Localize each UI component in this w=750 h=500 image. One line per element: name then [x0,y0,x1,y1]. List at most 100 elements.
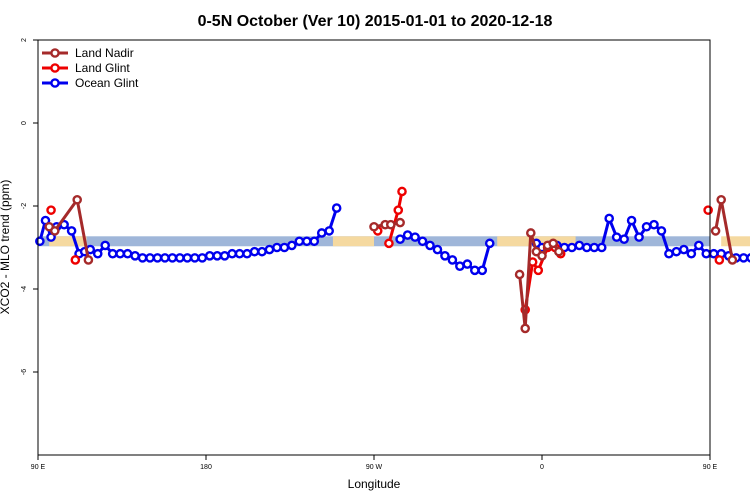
data-point [537,250,547,261]
data-point [175,253,185,263]
data-point [574,240,585,251]
data-point [582,242,592,253]
data-point [634,232,644,242]
data-point [554,246,564,257]
data-point [137,253,148,263]
data-point [115,248,125,259]
data-point [738,253,749,263]
data-point [219,250,230,261]
data-point [619,234,629,244]
data-point [548,238,559,249]
data-point [455,261,465,271]
data-point [257,246,267,257]
data-point [462,259,473,269]
data-point [626,215,637,226]
data-point [182,253,193,263]
data-point [679,244,689,255]
data-point [100,240,110,251]
data-point [324,226,335,236]
data-point [703,205,713,215]
legend-label: Ocean Glint [75,76,139,90]
data-point [395,217,405,228]
legend-marker [50,63,60,73]
data-point [477,265,488,276]
series-land-nadir [44,194,738,334]
data-point [66,226,77,236]
data-point [272,242,282,253]
y-tick-label: 2 [21,38,28,42]
data-point [604,213,615,224]
data-point [526,228,536,238]
data-point [714,255,725,265]
data-point [746,253,750,263]
data-point [287,240,297,251]
chart-title: 0-5N October (Ver 10) 2015-01-01 to 2020… [198,13,553,30]
data-point [92,248,103,259]
x-tick-label: 0 [540,464,544,471]
x-tick-label: 180 [200,464,212,471]
y-tick-label: -6 [21,369,28,375]
y-axis-label: XCO2 - MLO trend (ppm) [0,180,12,315]
data-point [145,253,155,263]
x-tick-label: 90 W [366,464,383,471]
y-tick-label: 0 [21,121,28,125]
data-point [264,244,275,255]
legend-marker [50,78,60,88]
data-point [393,205,404,215]
data-point [469,265,480,276]
data-point [397,186,407,197]
data-point [402,230,413,240]
data-point [369,221,379,232]
y-tick-label: -4 [21,286,28,292]
data-point [204,250,215,261]
data-point [294,236,305,247]
reference-band-land [721,236,750,247]
data-point [484,238,495,249]
data-point [649,219,659,230]
data-point [309,236,320,247]
data-point [671,246,682,257]
data-point [242,248,252,259]
x-tick-label: 90 E [703,464,718,471]
data-point [611,232,622,242]
reference-band-land [332,236,374,247]
data-point [35,236,45,247]
data-point [641,221,652,232]
legend-item: Land Glint [42,61,130,75]
data-point [385,219,396,230]
data-point [152,253,163,263]
data-point [567,242,577,253]
data-point [514,269,525,280]
data-point [533,265,544,276]
data-point [107,248,118,259]
x-axis: 90 E 180 90 W 0 90 E [31,455,718,471]
y-tick-label: -2 [21,203,28,209]
data-point [249,246,260,257]
data-point [197,253,208,263]
data-point [279,242,290,253]
data-point [417,236,428,247]
data-point [395,234,405,244]
data-point [708,248,719,259]
data-point [50,226,60,236]
data-point [589,242,600,253]
x-axis-label: Longitude [348,477,401,491]
data-point [701,248,712,259]
reference-band-land [49,236,87,247]
data-point [425,240,435,251]
data-point [596,242,607,253]
data-point [72,194,82,205]
legend-label: Land Glint [75,61,130,75]
data-point [160,253,170,263]
data-point [727,255,738,265]
data-point [130,250,140,261]
data-point [710,226,721,236]
x-tick-label: 90 E [31,464,46,471]
data-point [410,232,420,242]
series-layer [35,186,750,334]
y-axis: 2 0 -2 -4 -6 [21,38,38,375]
data-point [122,248,133,259]
data-point [227,248,237,259]
